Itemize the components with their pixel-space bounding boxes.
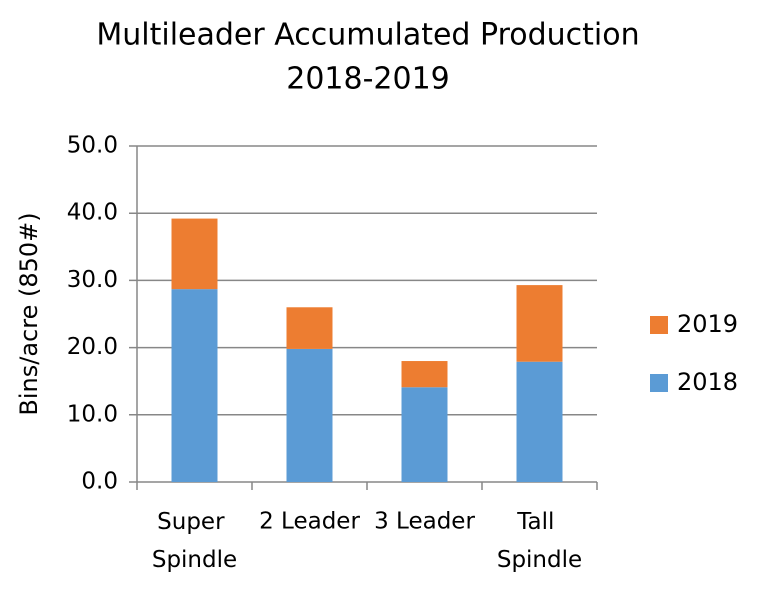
bar-segment [401, 387, 448, 482]
bar-segment [286, 348, 333, 482]
y-tick-label: 20.0 [67, 334, 118, 360]
x-tick-label: Super Spindle [152, 509, 237, 573]
y-tick-label: 10.0 [67, 401, 118, 427]
x-tick-label: 3 Leader [374, 509, 475, 535]
bar-segment [516, 361, 563, 482]
legend-swatch [650, 316, 668, 334]
chart-subtitle: 2018-2019 [286, 62, 450, 97]
legend-label: 2019 [677, 310, 738, 338]
legend-label: 2018 [677, 368, 738, 396]
x-tick-label: 2 Leader [259, 509, 360, 535]
y-tick-label: 50.0 [67, 133, 118, 159]
chart-title: Multileader Accumulated Production [96, 18, 639, 53]
x-tick-label: Tall Spindle [497, 509, 582, 573]
y-axis-label: Bins/acre (850#) [15, 212, 43, 415]
bar-segment [516, 285, 563, 362]
y-tick-label: 40.0 [67, 200, 118, 226]
y-tick-label: 0.0 [81, 469, 118, 495]
bar-segment [171, 218, 218, 290]
legend-swatch [650, 374, 668, 392]
y-tick-label: 30.0 [67, 267, 118, 293]
bar-segment [171, 289, 218, 482]
bar-segment [286, 307, 333, 349]
bar-segment [401, 361, 448, 388]
